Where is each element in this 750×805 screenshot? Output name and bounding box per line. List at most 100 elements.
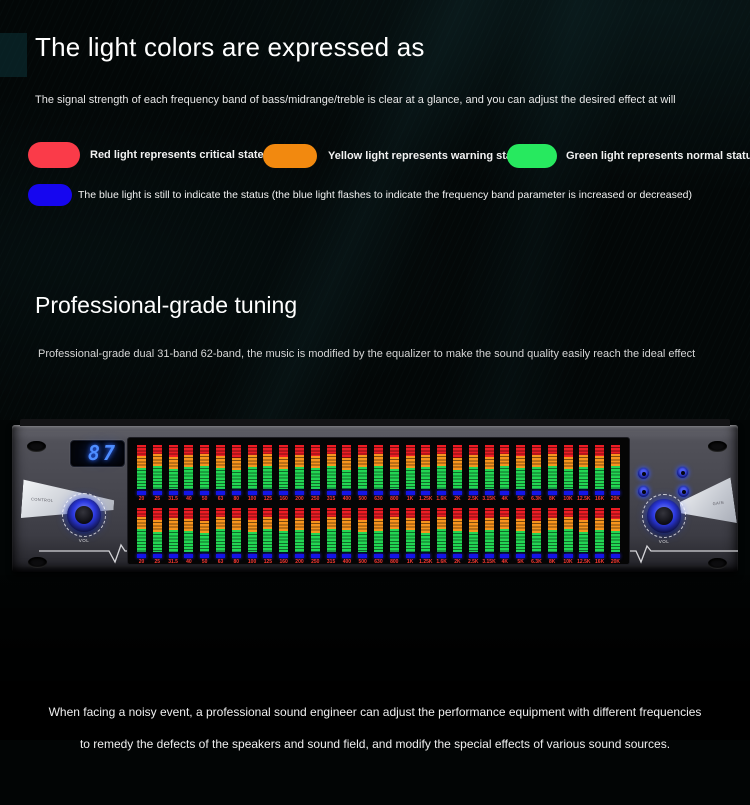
blue-status-led xyxy=(579,554,589,558)
eq-column: 50 xyxy=(197,508,212,566)
red-light-label: Red light represents critical state xyxy=(90,149,264,161)
eq-column: 31.5 xyxy=(166,508,181,566)
yellow-light-label: Yellow light represents warning status xyxy=(328,150,529,162)
eq-column: 25 xyxy=(150,508,165,566)
blue-status-led xyxy=(247,554,257,558)
blue-status-led xyxy=(595,554,605,558)
blue-status-led xyxy=(294,554,304,558)
frequency-label: 200 xyxy=(295,495,304,502)
yellow-light-swatch xyxy=(263,144,317,168)
frequency-label: 8K xyxy=(549,495,556,502)
frequency-label: 2K xyxy=(454,558,461,565)
frequency-label: 80 xyxy=(233,558,240,565)
frequency-label: 100 xyxy=(247,495,257,502)
vol-label: VOL xyxy=(658,539,670,544)
blue-light-label: The blue light is still to indicate the … xyxy=(78,189,693,201)
function-button-2[interactable] xyxy=(676,466,689,479)
eq-column: 8K xyxy=(545,445,560,503)
eq-column: 1.25K xyxy=(418,445,433,503)
eq-column: 2.5K xyxy=(466,445,481,503)
control-knob[interactable] xyxy=(62,493,106,537)
eq-column: 2.5K xyxy=(466,508,481,566)
eq-column: 400 xyxy=(339,445,354,503)
blue-status-led xyxy=(516,554,526,558)
eq-column: 20K xyxy=(608,508,623,566)
frequency-label: 50 xyxy=(201,558,208,565)
blue-status-led xyxy=(452,491,462,495)
equalizer-device: 87 CONTROL VOL 20 25 31.5 40 50 63 80 100 125 160… xyxy=(12,419,738,572)
blue-status-led xyxy=(421,491,431,495)
eq-column: 31.5 xyxy=(166,445,181,503)
frequency-label: 400 xyxy=(342,558,352,565)
frequency-label: 1.25K xyxy=(419,558,433,565)
blue-status-led xyxy=(373,491,383,495)
gain-label: GAIN xyxy=(712,499,725,507)
eq-column: 25 xyxy=(150,445,165,503)
frequency-label: 3.15K xyxy=(482,558,496,565)
blue-status-led xyxy=(137,491,146,495)
blue-status-led xyxy=(247,491,257,495)
eq-column: 125 xyxy=(260,445,275,503)
blue-status-led xyxy=(373,554,383,558)
chassis-top-edge xyxy=(20,419,730,426)
frequency-label: 12.5K xyxy=(577,558,591,565)
eq-column: 200 xyxy=(292,445,307,503)
blue-status-led xyxy=(279,491,289,495)
blue-status-led xyxy=(358,491,368,495)
eq-column: 20 xyxy=(134,445,149,503)
eq-column: 1.25K xyxy=(418,508,433,566)
eq-column: 80 xyxy=(229,508,244,566)
frequency-label: 2.5K xyxy=(467,495,479,502)
pulse-line-graphic xyxy=(630,544,738,564)
blue-status-led xyxy=(152,554,162,558)
blue-status-led xyxy=(358,554,368,558)
blue-status-led xyxy=(200,491,210,495)
frequency-label: 6.3K xyxy=(531,495,542,502)
eq-column: 63 xyxy=(213,445,228,503)
blue-status-led xyxy=(468,554,478,558)
frequency-label: 200 xyxy=(295,558,304,565)
frequency-label: 1.6K xyxy=(436,495,447,502)
eq-column: 200 xyxy=(292,508,307,566)
frequency-label: 1K xyxy=(406,558,414,565)
frequency-label: 40 xyxy=(186,495,192,502)
frequency-label: 100 xyxy=(247,558,257,565)
eq-column: 5K xyxy=(513,445,528,503)
eq-column: 3.15K xyxy=(482,445,497,503)
blue-status-led xyxy=(152,491,162,495)
eq-column: 10K xyxy=(561,508,576,566)
blue-status-led xyxy=(294,491,304,495)
eq-column: 3.15K xyxy=(482,508,497,566)
frequency-label: 1.25K xyxy=(419,495,433,502)
eq-band-row-upper: 20 25 31.5 40 50 63 80 100 125 160 200 250 315 400 500… xyxy=(134,445,623,503)
background-accent-block xyxy=(0,33,27,77)
hero-subtitle: The signal strength of each frequency ba… xyxy=(35,94,676,106)
function-button-1[interactable] xyxy=(637,467,650,480)
control-label: CONTROL xyxy=(30,496,54,503)
footer-text-line-1: When facing a noisy event, a professiona… xyxy=(48,705,702,719)
blue-status-led xyxy=(137,554,146,558)
eq-column: 2K xyxy=(450,508,465,566)
frequency-label: 315 xyxy=(326,558,336,565)
blue-status-led xyxy=(421,554,431,558)
blue-status-led xyxy=(215,554,225,558)
eq-column: 50 xyxy=(197,445,212,503)
gain-knob[interactable] xyxy=(642,494,686,538)
frequency-label: 8K xyxy=(549,558,556,565)
function-button-3[interactable] xyxy=(637,485,650,498)
blue-status-led xyxy=(263,554,273,558)
frequency-label: 500 xyxy=(358,558,367,565)
blue-status-led xyxy=(405,554,415,558)
frequency-label: 250 xyxy=(311,558,320,565)
blue-status-led xyxy=(279,554,289,558)
blue-status-led xyxy=(184,491,194,495)
blue-status-led xyxy=(484,491,494,495)
eq-column: 12.5K xyxy=(576,508,591,566)
frequency-label: 40 xyxy=(186,558,192,565)
eq-column: 20K xyxy=(608,445,623,503)
rack-screw-hole xyxy=(27,441,46,452)
function-button-4[interactable] xyxy=(677,485,690,498)
frequency-label: 10K xyxy=(563,558,573,565)
tuning-subtitle: Professional-grade dual 31-band 62-band,… xyxy=(38,348,696,360)
